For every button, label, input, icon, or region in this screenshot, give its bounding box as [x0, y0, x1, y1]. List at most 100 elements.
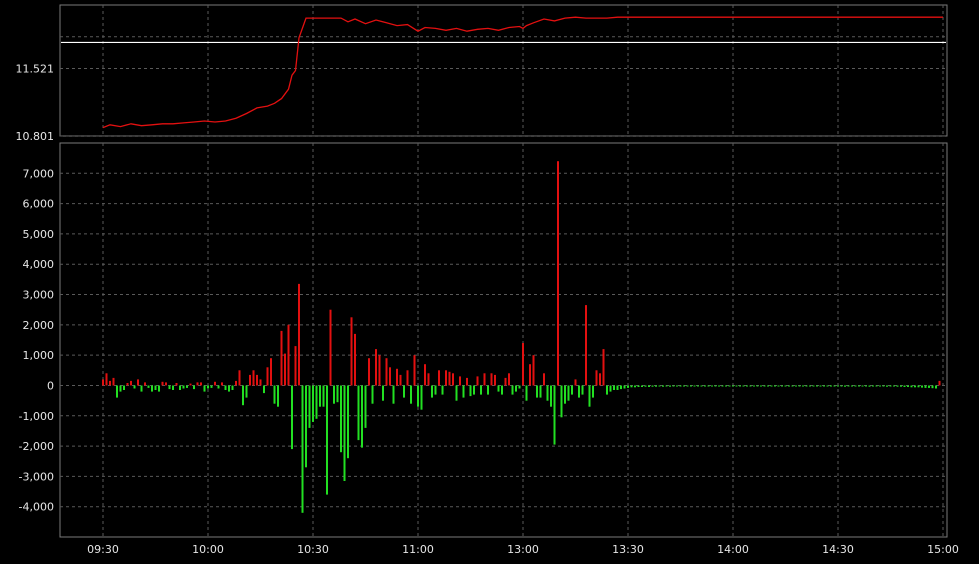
volume-bar — [749, 385, 752, 387]
x-tick-label: 13:00 — [507, 543, 539, 556]
volume-bar — [609, 385, 612, 392]
volume-bar — [777, 385, 780, 387]
volume-bar — [854, 385, 857, 387]
volume-bar — [522, 343, 524, 386]
volume-bar — [669, 385, 671, 387]
volume-bar — [217, 385, 220, 389]
volume-bar — [634, 385, 636, 388]
volume-tick-label: -3,000 — [19, 470, 54, 483]
volume-bar — [242, 385, 244, 406]
volume-bar — [924, 385, 927, 388]
volume-bar — [882, 385, 885, 387]
volume-bar — [490, 373, 493, 386]
volume-bar — [294, 346, 297, 386]
volume-bar — [550, 385, 552, 407]
volume-bar — [151, 385, 153, 392]
volume-bar — [203, 385, 206, 392]
price-tick-label: 11.521 — [16, 63, 55, 76]
volume-bar — [536, 385, 538, 398]
volume-bar — [305, 385, 307, 468]
volume-bar — [543, 373, 545, 386]
volume-bar — [343, 385, 346, 481]
volume-bar — [427, 373, 430, 386]
volume-bar — [105, 373, 108, 386]
volume-bar — [707, 385, 710, 387]
volume-bar — [399, 374, 402, 386]
volume-bar — [651, 385, 654, 387]
volume-bar — [501, 385, 503, 395]
volume-bar — [147, 385, 150, 388]
volume-bar — [812, 385, 815, 387]
volume-bar — [735, 385, 738, 387]
volume-bar — [861, 385, 864, 387]
volume-bar — [648, 385, 650, 387]
volume-bar — [319, 385, 321, 407]
volume-bar — [592, 385, 594, 398]
volume-bar — [784, 385, 787, 387]
volume-bar — [112, 377, 115, 386]
volume-bar — [504, 377, 507, 386]
volume-bar — [819, 385, 822, 387]
x-tick-label: 10:00 — [192, 543, 224, 556]
volume-bar — [697, 385, 699, 387]
volume-bar — [375, 349, 377, 386]
volume-tick-label: 2,000 — [23, 319, 55, 332]
x-tick-label: 14:00 — [717, 543, 749, 556]
volume-bar — [760, 385, 762, 387]
volume-bar — [567, 385, 570, 401]
volume-bar — [732, 385, 734, 387]
volume-bar — [277, 385, 279, 407]
volume-bar — [728, 385, 731, 387]
volume-bar — [438, 370, 440, 386]
volume-bar — [602, 349, 605, 386]
volume-bar — [301, 385, 304, 513]
volume-bar — [868, 385, 871, 387]
volume-bar — [312, 385, 314, 422]
volume-bar — [917, 385, 920, 388]
volume-bar — [711, 385, 713, 387]
volume-bar — [469, 385, 472, 397]
volume-bar — [928, 385, 930, 388]
volume-bar — [270, 358, 272, 386]
volume-bar — [473, 385, 475, 395]
volume-bar — [910, 385, 913, 388]
volume-bar — [798, 385, 801, 387]
volume-bar — [133, 385, 136, 389]
volume-bar — [480, 385, 482, 395]
volume-bar — [546, 385, 549, 401]
volume-bar — [865, 385, 867, 387]
volume-bar — [161, 381, 164, 386]
volume-bar — [228, 385, 230, 392]
volume-bar — [763, 385, 766, 387]
volume-bar — [907, 385, 909, 387]
volume-bar — [259, 379, 262, 386]
volume-bar — [172, 385, 174, 390]
volume-bar — [210, 385, 213, 388]
volume-bar — [392, 385, 395, 404]
volume-bar — [886, 385, 888, 387]
x-tick-label: 13:30 — [612, 543, 644, 556]
volume-bar — [434, 385, 437, 395]
volume-bar — [249, 374, 251, 386]
volume-bar — [816, 385, 818, 387]
volume-bar — [452, 373, 454, 386]
volume-bar — [389, 367, 391, 386]
volume-tick-label: 1,000 — [23, 349, 55, 362]
price-tick-label: 10.801 — [16, 130, 55, 143]
volume-bar — [553, 385, 556, 445]
volume-bar — [371, 385, 374, 404]
volume-bar — [186, 385, 188, 388]
volume-bar — [497, 385, 500, 392]
volume-bar — [287, 324, 290, 386]
volume-bar — [620, 385, 622, 390]
volume-bar — [508, 373, 510, 386]
volume-bar — [266, 367, 269, 386]
volume-bar — [487, 385, 489, 395]
volume-bar — [679, 385, 682, 387]
volume-bar — [354, 333, 356, 386]
volume-bar — [189, 383, 192, 386]
volume-bar — [466, 377, 468, 386]
volume-bar — [483, 373, 486, 386]
volume-bar — [578, 385, 580, 398]
volume-bar — [333, 385, 335, 404]
